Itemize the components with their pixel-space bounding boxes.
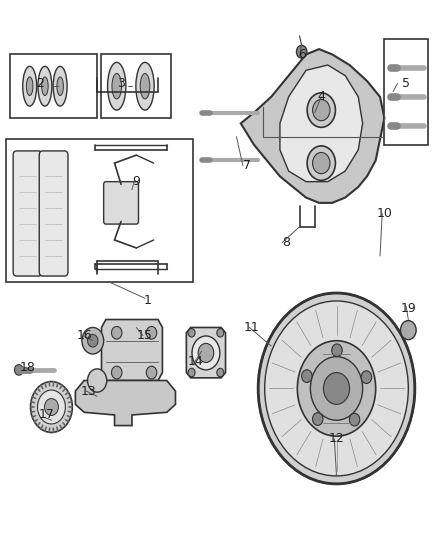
Text: 2: 2 (37, 77, 45, 90)
Circle shape (38, 390, 65, 424)
Ellipse shape (307, 146, 336, 180)
Polygon shape (186, 327, 226, 378)
Polygon shape (241, 49, 385, 203)
Circle shape (323, 373, 350, 405)
Circle shape (88, 369, 107, 392)
Ellipse shape (108, 62, 126, 110)
Circle shape (258, 293, 415, 484)
Circle shape (112, 366, 122, 379)
Circle shape (332, 344, 342, 357)
Circle shape (82, 327, 104, 354)
Ellipse shape (307, 93, 336, 127)
Text: 5: 5 (402, 77, 410, 90)
Text: 9: 9 (132, 175, 140, 188)
Bar (6, 139, 193, 282)
Bar (10, 54, 97, 118)
Text: 14: 14 (187, 356, 203, 368)
Text: 12: 12 (328, 432, 344, 446)
Ellipse shape (53, 66, 67, 106)
Ellipse shape (140, 74, 150, 99)
Circle shape (400, 320, 416, 340)
Circle shape (350, 413, 360, 426)
Circle shape (217, 368, 224, 377)
Text: 11: 11 (244, 321, 260, 334)
Text: 13: 13 (81, 385, 96, 398)
Circle shape (311, 357, 363, 420)
Circle shape (146, 366, 157, 379)
Text: 6: 6 (298, 48, 306, 61)
Ellipse shape (26, 77, 33, 95)
Text: 18: 18 (20, 361, 35, 374)
Text: 3: 3 (117, 77, 125, 90)
FancyBboxPatch shape (39, 151, 68, 276)
Circle shape (265, 301, 408, 476)
Polygon shape (280, 65, 363, 182)
Text: 7: 7 (243, 159, 251, 172)
Text: 19: 19 (400, 302, 416, 316)
Circle shape (88, 334, 98, 347)
Text: 15: 15 (137, 329, 153, 342)
Circle shape (192, 336, 220, 370)
Ellipse shape (57, 77, 64, 95)
Text: 16: 16 (76, 329, 92, 342)
Text: 4: 4 (318, 90, 325, 103)
Ellipse shape (38, 66, 52, 106)
Polygon shape (75, 381, 176, 425)
Bar (385, 38, 428, 144)
Circle shape (14, 365, 23, 375)
Polygon shape (102, 319, 162, 381)
Circle shape (112, 326, 122, 339)
Ellipse shape (42, 77, 48, 95)
Text: 8: 8 (283, 236, 290, 249)
Circle shape (188, 328, 195, 337)
Circle shape (198, 343, 214, 362)
Ellipse shape (112, 74, 121, 99)
Bar (102, 54, 171, 118)
Text: 17: 17 (39, 408, 55, 422)
Circle shape (361, 371, 372, 384)
Ellipse shape (313, 100, 330, 120)
Text: 1: 1 (143, 294, 151, 308)
Ellipse shape (313, 152, 330, 174)
Circle shape (297, 45, 307, 58)
Ellipse shape (23, 66, 37, 106)
Circle shape (297, 341, 376, 436)
Circle shape (45, 399, 58, 416)
Circle shape (217, 328, 224, 337)
Text: 10: 10 (376, 207, 392, 220)
Ellipse shape (136, 62, 154, 110)
Circle shape (31, 382, 72, 432)
FancyBboxPatch shape (13, 151, 42, 276)
Circle shape (146, 326, 157, 339)
Circle shape (312, 413, 323, 425)
FancyBboxPatch shape (104, 182, 138, 224)
Circle shape (188, 368, 195, 377)
Circle shape (302, 370, 312, 383)
